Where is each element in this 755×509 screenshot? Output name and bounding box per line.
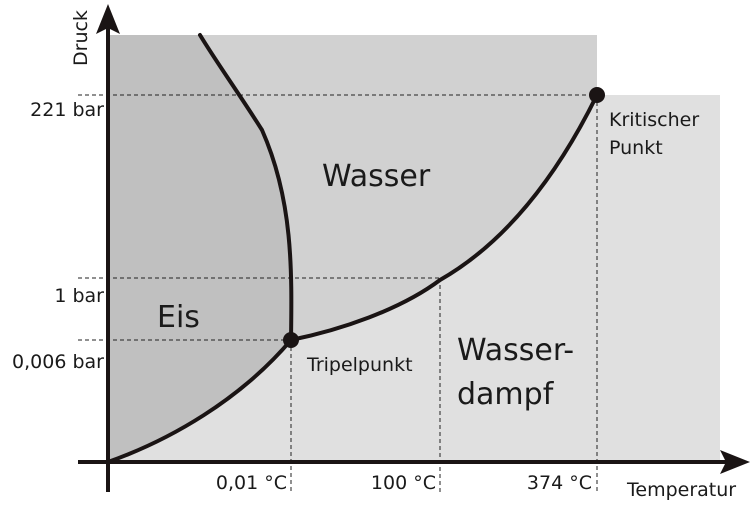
melting-curve bbox=[198, 33, 294, 342]
y-axis-arrow bbox=[96, 4, 120, 34]
vapor-region bbox=[108, 95, 720, 462]
triple-point-label: Tripelpunkt bbox=[306, 354, 413, 376]
critical-point-label: Kritischer bbox=[609, 109, 699, 131]
region-label-vapor-2: dampf bbox=[457, 377, 555, 412]
critical-point-marker bbox=[589, 87, 605, 103]
axes bbox=[78, 22, 735, 492]
phase-curves bbox=[106, 33, 599, 464]
x-tick-label: 0,01 °C bbox=[216, 472, 287, 494]
x-tick-label: 100 °C bbox=[371, 472, 436, 494]
y-tick-label: 1 bar bbox=[54, 285, 104, 307]
ice-region bbox=[108, 35, 292, 462]
x-axis-title: Temperatur bbox=[626, 479, 736, 501]
region-label-vapor: Wasser- bbox=[457, 333, 574, 368]
critical-point-label-2: Punkt bbox=[609, 137, 663, 159]
region-label-ice: Eis bbox=[157, 300, 200, 335]
y-tick-label: 0,006 bar bbox=[12, 351, 104, 373]
vaporization-curve bbox=[289, 93, 599, 342]
x-tick-label: 374 °C bbox=[527, 472, 592, 494]
y-axis-title: Druck bbox=[70, 10, 92, 66]
water-region bbox=[200, 35, 597, 340]
y-tick-label: 221 bar bbox=[30, 99, 104, 121]
triple-point-marker bbox=[283, 332, 299, 348]
guide-lines bbox=[78, 94, 598, 492]
x-axis-arrow bbox=[720, 450, 750, 474]
sublimation-curve bbox=[106, 338, 293, 464]
region-label-water: Wasser bbox=[322, 159, 431, 194]
